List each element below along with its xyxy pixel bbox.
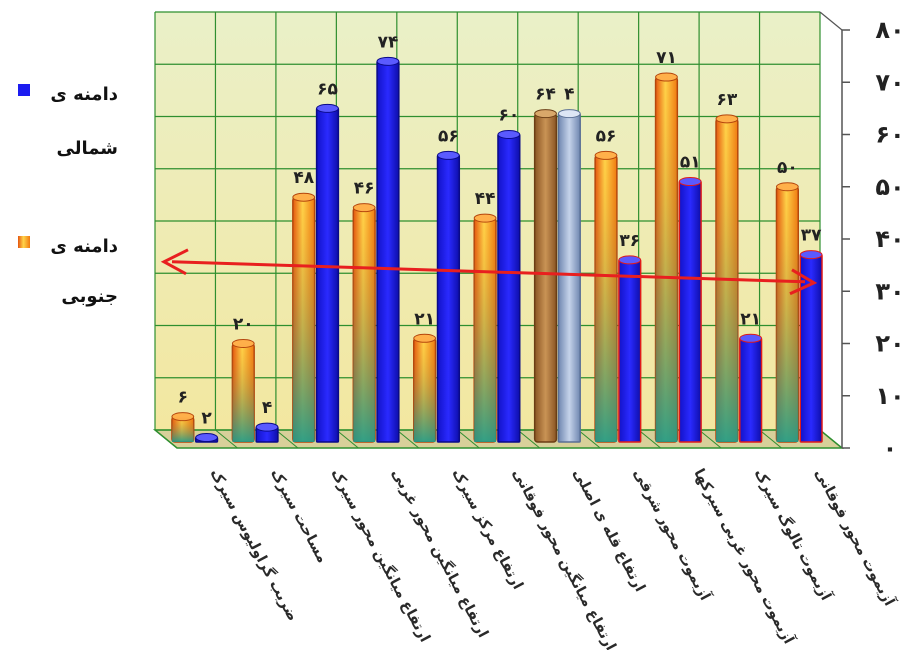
data-label-north: ۶۵ bbox=[317, 79, 338, 99]
data-label-north: ٢١ bbox=[740, 309, 761, 329]
floor-gridline bbox=[456, 429, 480, 449]
data-label-north: ۵١ bbox=[680, 153, 701, 173]
floor-gridline bbox=[336, 429, 359, 449]
bar-north bbox=[436, 150, 461, 443]
y-tick-label: ٨٠ bbox=[875, 16, 904, 44]
data-label-south: ۴۶ bbox=[354, 179, 375, 199]
legend-north: دامنه ی شمالی bbox=[18, 84, 118, 159]
bar-south-shade bbox=[292, 197, 315, 442]
reference-arrow bbox=[160, 248, 818, 296]
bar-north bbox=[497, 130, 521, 443]
data-label-north: ۴ bbox=[262, 398, 272, 418]
y-tick-label: ٧٠ bbox=[875, 68, 904, 96]
legend-south-label: جنوبی bbox=[61, 286, 118, 307]
legend-north-label: شمالی bbox=[57, 138, 119, 159]
y-tick-label: ۴٠ bbox=[875, 225, 904, 253]
floor-gridline bbox=[819, 429, 843, 449]
bar-north bbox=[678, 177, 702, 443]
bar-south-shade bbox=[655, 77, 678, 443]
floor-gridline bbox=[275, 429, 299, 449]
bar-south bbox=[533, 109, 558, 443]
data-label-south: ۵۶ bbox=[596, 126, 617, 146]
bar-south-shade bbox=[474, 218, 496, 442]
data-label-south: ۴٨ bbox=[293, 168, 314, 188]
y-tick-label: ۶٠ bbox=[875, 121, 904, 149]
legend-south-swatch bbox=[18, 236, 30, 248]
data-label-north: ٢ bbox=[201, 409, 212, 429]
bar-south-shade bbox=[776, 186, 799, 442]
floor-gridline bbox=[517, 429, 541, 449]
category-label: ارتفاع میانگین محور سیرک bbox=[328, 465, 435, 645]
y-tick-label: ۵٠ bbox=[875, 173, 904, 201]
bar-south-shade bbox=[232, 343, 255, 442]
bar-north bbox=[739, 333, 763, 443]
data-label-north: ۵۶ bbox=[438, 126, 459, 146]
bar-south-shade bbox=[353, 207, 376, 442]
data-label-south: ٧١ bbox=[656, 48, 677, 68]
category-label: ارتفاع میانگین محور فوقانی bbox=[509, 465, 620, 650]
floor-gridline bbox=[577, 429, 601, 449]
bar-south-shade bbox=[413, 338, 436, 442]
data-label-south: ٢١ bbox=[414, 309, 435, 329]
floor-gridline bbox=[154, 429, 178, 449]
y-axis-connector bbox=[819, 11, 843, 31]
floor-gridline bbox=[698, 429, 722, 449]
bar-north bbox=[255, 422, 279, 443]
legend-south: دامنه ی جنوبی bbox=[18, 236, 118, 307]
bar-north bbox=[315, 103, 340, 443]
data-label-south: ۶ bbox=[178, 388, 188, 408]
legend-north-label: دامنه ی bbox=[50, 84, 118, 105]
y-tick-label: ٣٠ bbox=[875, 277, 904, 305]
floor-gridline bbox=[638, 429, 661, 449]
y-tick-label: ١٠ bbox=[875, 382, 904, 410]
y-tick-label: ٢٠ bbox=[875, 330, 904, 358]
bar-south-shade bbox=[171, 416, 194, 442]
bar-north bbox=[799, 250, 823, 443]
legend-north-swatch bbox=[18, 84, 30, 96]
data-label-north: ٣۶ bbox=[619, 231, 640, 251]
data-label-north: ٣٧ bbox=[801, 226, 822, 246]
bar-north bbox=[194, 433, 219, 443]
bar-north bbox=[376, 56, 400, 443]
bar-north bbox=[557, 109, 581, 443]
legend-south-label: دامنه ی bbox=[50, 236, 118, 257]
floor-gridline bbox=[396, 429, 420, 449]
bar-south-shade bbox=[595, 155, 617, 442]
data-label-north: ٧۴ bbox=[378, 32, 399, 52]
data-label-north: ۴ bbox=[564, 85, 574, 105]
floor-gridline bbox=[759, 429, 782, 449]
y-tick-label: ٠ bbox=[883, 434, 898, 462]
data-label-south: ٢٠ bbox=[233, 315, 254, 335]
category-label: آزیموت محور غربی سیرکها bbox=[690, 465, 798, 647]
category-label: مساحت سیرک bbox=[267, 466, 330, 565]
data-label-north: ۶٠ bbox=[498, 106, 519, 126]
data-label-south: ۶۴ bbox=[535, 85, 556, 105]
data-label-south: ۴۴ bbox=[475, 189, 496, 209]
data-label-south: ۵٠ bbox=[777, 158, 798, 178]
data-label-south: ۶٣ bbox=[717, 90, 738, 110]
bar-north bbox=[618, 255, 642, 443]
floor-gridline bbox=[215, 429, 238, 449]
